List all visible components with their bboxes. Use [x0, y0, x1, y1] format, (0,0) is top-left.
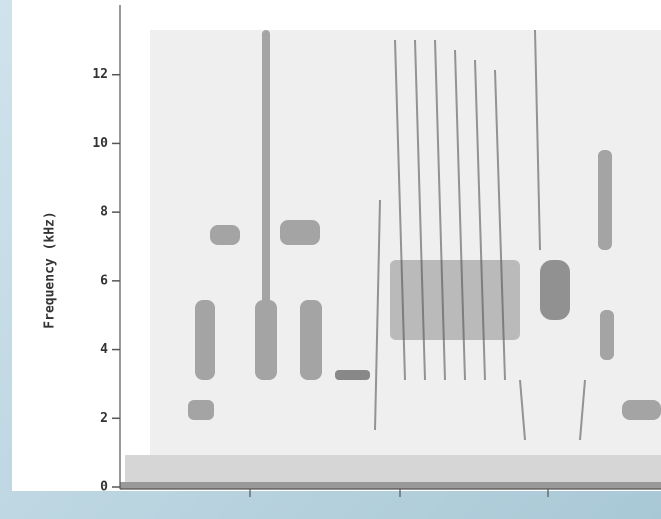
syllable [188, 400, 214, 420]
baseline-band [120, 482, 661, 489]
y-axis-label: Frequency (kHz) [43, 211, 58, 328]
spectrogram-image [120, 30, 661, 489]
syllable [622, 400, 661, 420]
syllable [598, 150, 612, 250]
syllable [335, 370, 370, 380]
low-noise [125, 455, 661, 485]
y-tick-label: 2 [100, 411, 108, 426]
syllable [195, 300, 215, 380]
syllable [600, 310, 614, 360]
y-tick-label: 10 [92, 136, 108, 151]
y-tick-label: 8 [100, 205, 108, 220]
y-tick-label: 4 [100, 342, 108, 357]
page: Frequency (kHz) 024681012 (() => { const… [0, 0, 661, 519]
y-tick-label: 6 [100, 273, 108, 288]
syllable [300, 300, 322, 380]
y-tick-label: 12 [92, 67, 108, 82]
chart: Frequency (kHz) 0 2 4 6 8 10 12 [0, 0, 661, 519]
syllable [280, 220, 320, 245]
syllable [262, 30, 270, 330]
y-tick-label: 0 [100, 480, 108, 495]
noise-field [150, 30, 661, 470]
syllable [210, 225, 240, 245]
syllable [540, 260, 570, 320]
syllable-train [390, 260, 520, 340]
